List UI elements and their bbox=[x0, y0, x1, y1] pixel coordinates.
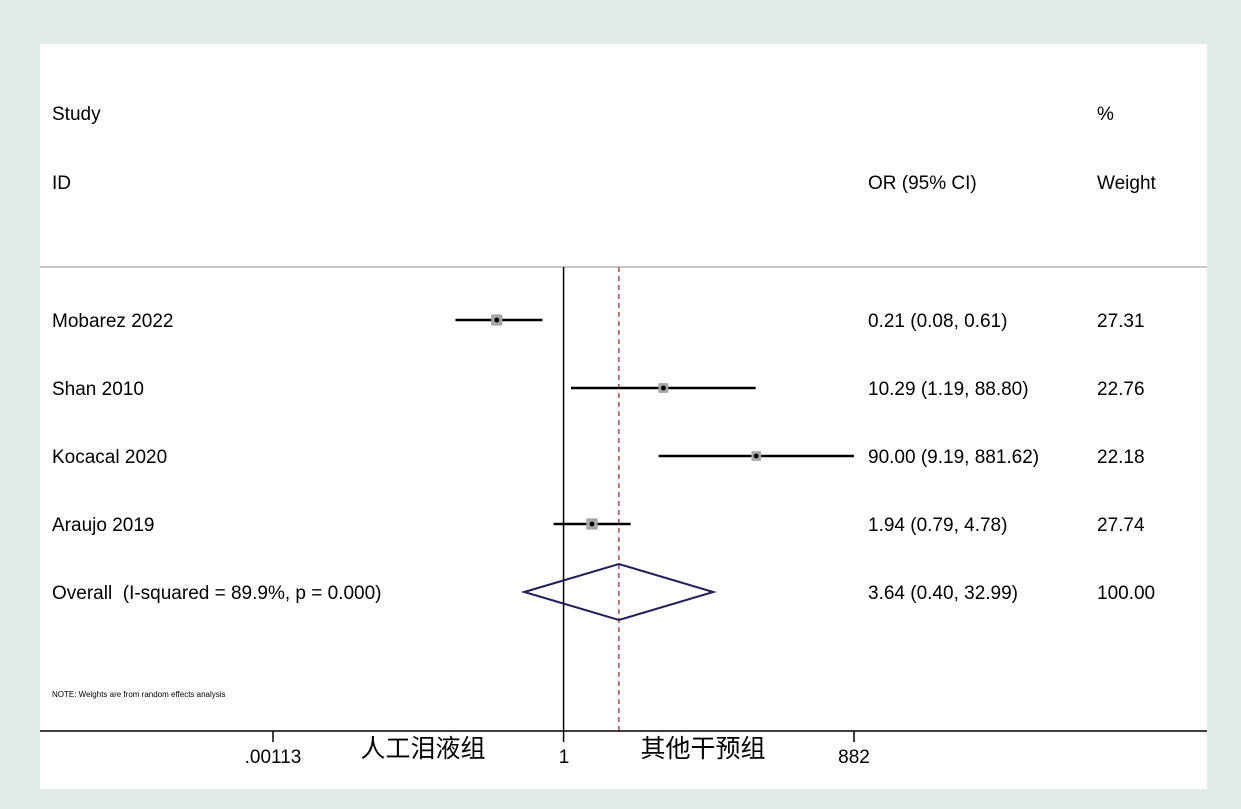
study-row: Araujo 2019 1.94 (0.79, 4.78) 27.74 bbox=[52, 515, 1145, 536]
study-or-ci: 1.94 (0.79, 4.78) bbox=[868, 515, 1007, 536]
study-label: Shan 2010 bbox=[52, 379, 144, 400]
study-weight: 27.31 bbox=[1097, 311, 1145, 332]
study-label: Mobarez 2022 bbox=[52, 311, 173, 332]
forest-plot: Study ID OR (95% CI) % Weight Mobarez 20… bbox=[40, 44, 1207, 789]
overall-label: Overall (I-squared = 89.9%, p = 0.000) bbox=[52, 583, 382, 604]
forest-plot-svg: Study ID OR (95% CI) % Weight Mobarez 20… bbox=[40, 104, 1207, 768]
study-or-ci: 90.00 (9.19, 881.62) bbox=[868, 447, 1039, 468]
study-label: Araujo 2019 bbox=[52, 515, 154, 536]
header-id: ID bbox=[52, 173, 71, 194]
note-text: NOTE: Weights are from random effects an… bbox=[52, 690, 226, 699]
overall-weight: 100.00 bbox=[1097, 583, 1155, 604]
study-or-ci: 10.29 (1.19, 88.80) bbox=[868, 379, 1029, 400]
study-label: Kocacal 2020 bbox=[52, 447, 167, 468]
study-row: Shan 2010 10.29 (1.19, 88.80) 22.76 bbox=[52, 379, 1145, 400]
study-point-estimate bbox=[660, 385, 666, 391]
x-tick-label-center: 1 bbox=[559, 747, 570, 768]
header-weight: Weight bbox=[1097, 173, 1157, 194]
overall-or-ci: 3.64 (0.40, 32.99) bbox=[868, 583, 1018, 604]
study-row: Mobarez 2022 0.21 (0.08, 0.61) 27.31 bbox=[52, 311, 1145, 332]
header-study: Study bbox=[52, 104, 101, 125]
study-point-estimate bbox=[494, 317, 500, 323]
study-rows: Mobarez 2022 0.21 (0.08, 0.61) 27.31 Shan 2… bbox=[52, 311, 1155, 604]
header-percent: % bbox=[1097, 104, 1114, 125]
header-or-ci: OR (95% CI) bbox=[868, 173, 977, 194]
study-weight: 22.76 bbox=[1097, 379, 1145, 400]
x-tick-label-right: 882 bbox=[838, 747, 870, 768]
x-tick-label-left: .00113 bbox=[245, 747, 302, 768]
study-row: Kocacal 2020 90.00 (9.19, 881.62) 22.18 bbox=[52, 447, 1145, 468]
study-point-estimate bbox=[753, 453, 759, 459]
study-weight: 22.18 bbox=[1097, 447, 1145, 468]
x-axis-label-left: 人工泪液组 bbox=[360, 734, 485, 763]
study-point-estimate bbox=[589, 521, 595, 527]
study-weight: 27.74 bbox=[1097, 515, 1145, 536]
overall-diamond bbox=[520, 562, 717, 622]
study-or-ci: 0.21 (0.08, 0.61) bbox=[868, 311, 1007, 332]
x-axis-label-right: 其他干预组 bbox=[640, 734, 765, 763]
